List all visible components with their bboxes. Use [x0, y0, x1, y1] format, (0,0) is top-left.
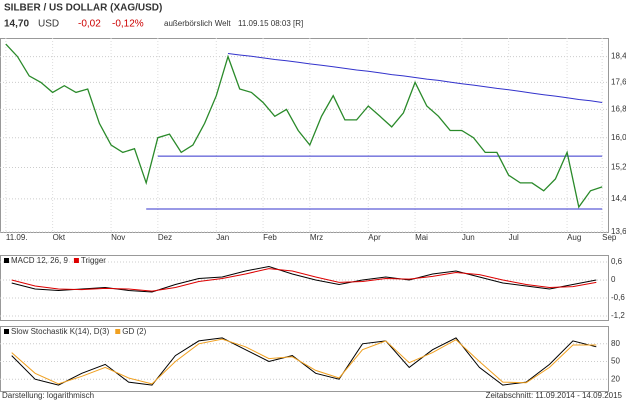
legend-label: GD (2): [122, 327, 146, 336]
x-tick-label: Okt: [53, 233, 66, 242]
x-tick-label: Mai: [415, 233, 428, 242]
y-tick-label: 18,4: [611, 52, 626, 61]
timestamp: 11.09.15 08:03 [R]: [238, 19, 303, 28]
panel-frame: [0, 326, 609, 392]
market: außerbörslich Welt: [164, 19, 231, 28]
footer-scale: Darstellung: logarithmisch: [2, 391, 94, 400]
y-tick-label: 0,6: [611, 257, 623, 266]
panel-frame: [0, 255, 609, 321]
indicator-line: [11, 265, 597, 293]
legend-label: Slow Stochastik K(14), D(3): [11, 327, 110, 336]
unit: USD: [38, 19, 59, 30]
x-tick-label: Apr: [368, 233, 381, 242]
indicator-line: [11, 268, 597, 292]
change-pct: -0,12%: [112, 19, 144, 30]
title: SILBER / US DOLLAR (XAG/USD): [4, 3, 162, 14]
legend-swatch: [115, 329, 121, 334]
indicator-line: [11, 337, 597, 386]
legend-label: Trigger: [81, 256, 106, 265]
footer-period: Zeitabschnitt: 11.09.2014 - 14.09.2015: [486, 391, 623, 400]
y-tick-label: 80: [611, 339, 620, 348]
y-tick-label: 15,2: [611, 163, 626, 172]
x-tick-label: Jun: [462, 233, 475, 242]
price-line: [5, 43, 603, 209]
change: -0,02: [78, 19, 101, 30]
x-tick-label: Aug: [567, 233, 581, 242]
legend-swatch: [73, 258, 79, 263]
x-tick-label: Jan: [216, 233, 229, 242]
legend-swatch: [4, 329, 9, 334]
x-tick-label: Sep: [602, 233, 617, 242]
x-tick-label: Jul: [509, 233, 519, 242]
y-tick-label: 14,4: [611, 194, 626, 203]
y-tick-label: 16,8: [611, 105, 626, 114]
y-tick-label: 17,6: [611, 78, 626, 87]
panel-frame: [0, 38, 609, 233]
y-tick-label: 16,0: [611, 133, 626, 142]
x-tick-label: Dez: [158, 233, 172, 242]
y-tick-label: -1,2: [611, 311, 625, 320]
y-tick-label: 50: [611, 357, 620, 366]
x-tick-label: 11.09.: [6, 233, 28, 242]
price: 14,70: [4, 19, 29, 30]
x-tick-label: Mrz: [310, 233, 323, 242]
y-tick-label: 0: [611, 275, 616, 284]
x-tick-label: Nov: [111, 233, 125, 242]
legend-label: MACD 12, 26, 9: [11, 256, 68, 265]
legend-swatch: [4, 258, 9, 263]
y-tick-label: -0,6: [611, 293, 625, 302]
y-tick-label: 13,6: [611, 227, 626, 236]
y-tick-label: 20: [611, 374, 620, 383]
x-tick-label: Feb: [263, 233, 277, 242]
trend-line: [227, 53, 603, 103]
indicator-line: [11, 338, 597, 385]
